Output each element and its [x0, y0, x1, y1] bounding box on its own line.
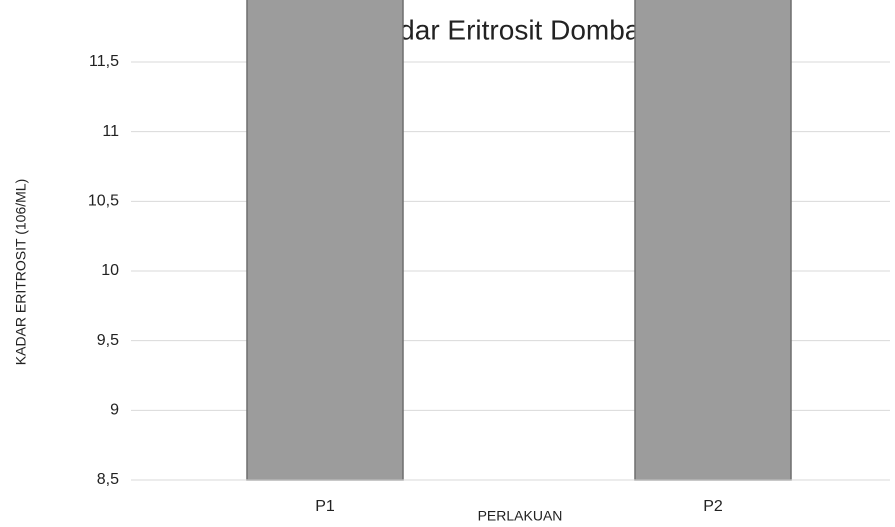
bar-segment: [634, 0, 792, 481]
x-tick-label: P1: [315, 498, 335, 515]
x-tick-label: P2: [703, 498, 723, 515]
y-tick-label: 8,5: [97, 471, 119, 488]
y-tick-label: 9: [110, 402, 119, 419]
y-tick-label: 11: [102, 123, 119, 140]
y-axis-label: KADAR ERITROSIT (106/ML): [13, 179, 29, 365]
y-tick-label: 9,5: [97, 332, 119, 349]
y-tick-label: 10,5: [88, 193, 119, 210]
y-tick-label: 11,5: [89, 53, 119, 70]
bar-segment: [246, 0, 404, 481]
x-axis-label: PERLAKUAN: [478, 508, 563, 524]
y-tick-label: 10: [101, 262, 119, 279]
